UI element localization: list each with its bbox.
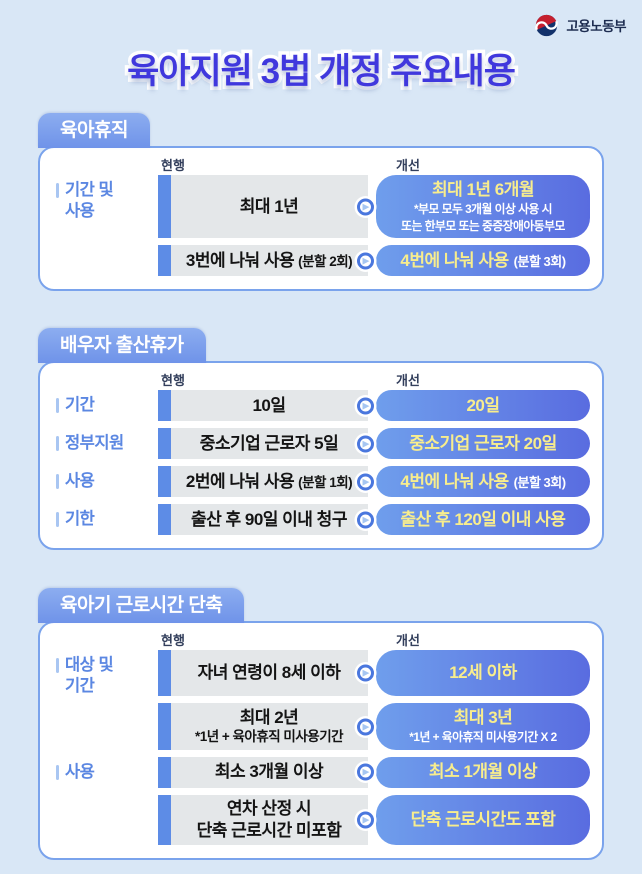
table-row: 기한 출산 후 90일 이내 청구 ▶ 출산 후 120일 이내 사용 [54,504,590,536]
ministry-name: 고용노동부 [566,19,626,34]
comparison-card: 현행 개선 기간 10일 ▶ 20일 정부지원 중소기업 근로자 5일 [38,361,604,551]
improved-value: 4번에 나눠 사용 (분할 3회) [376,466,590,498]
label-bullet [56,764,59,780]
row-label: 기간 및 사용 [65,181,114,220]
table-row: 사용 2번에 나눠 사용 (분할 1회) ▶ 4번에 나눠 사용 (분할 3회) [54,466,590,498]
current-value: 최대 2년 *1년 + 육아휴직 미사용기간 [158,703,368,750]
row-label: 기한 [65,510,95,529]
government-header: 고용노동부 [0,0,642,38]
play-arrow-icon: ▶ [357,397,374,415]
section-reduced-working-hours: 육아기 근로시간 단축 현행 개선 대상 및 기간 자녀 연령이 8세 이하 ▶… [38,588,604,861]
table-row: 3번에 나눠 사용 (분할 2회) ▶ 4번에 나눠 사용 (분할 3회) [54,245,590,277]
improved-value: 최소 1개월 이상 [376,756,590,788]
row-label: 대상 및 기간 [65,656,114,695]
current-value: 출산 후 90일 이내 청구 [158,504,368,536]
row-label: 사용 [65,762,95,781]
table-row: 정부지원 중소기업 근로자 5일 ▶ 중소기업 근로자 20일 [54,428,590,460]
play-arrow-icon: ▶ [357,252,374,270]
current-value: 최소 3개월 이상 [158,756,368,788]
current-column-header: 현행 [161,373,185,389]
section-spouse-maternity-leave: 배우자 출산휴가 현행 개선 기간 10일 ▶ 20일 정부지원 [38,328,604,551]
improved-value: 중소기업 근로자 20일 [376,428,590,460]
play-arrow-icon: ▶ [357,718,374,736]
improved-value: 4번에 나눠 사용 (분할 3회) [376,245,590,277]
current-column-header: 현행 [161,633,185,649]
label-bullet [56,183,59,198]
play-arrow-icon: ▶ [357,435,374,453]
improved-value: 최대 1년 6개월 *부모 모두 3개월 이상 사용 시 또는 한부모 또는 중… [376,175,590,239]
play-arrow-icon: ▶ [357,811,374,829]
label-bullet [56,512,59,528]
section-parental-leave: 육아휴직 현행 개선 기간 및 사용 최대 1년 ▶ 최대 1년 6개월 *부모… [38,113,604,292]
current-value: 중소기업 근로자 5일 [158,428,368,460]
page-title: 육아지원 3법 개정 주요내용 [124,49,520,95]
current-value: 최대 1년 [158,175,368,239]
comparison-card: 현행 개선 대상 및 기간 자녀 연령이 8세 이하 ▶ 12세 이하 [38,621,604,861]
section-tab-spouse-maternity-leave: 배우자 출산휴가 [38,328,206,364]
improved-value: 20일 [376,390,590,422]
comparison-card: 현행 개선 기간 및 사용 최대 1년 ▶ 최대 1년 6개월 *부모 모두 3… [38,146,604,292]
column-headers: 현행 개선 [54,369,590,390]
section-tab-parental-leave: 육아휴직 [38,113,150,148]
table-row: 연차 산정 시 단축 근로시간 미포함 ▶ 단축 근로시간도 포함 [54,794,590,846]
row-label: 사용 [65,472,95,491]
current-value: 연차 산정 시 단축 근로시간 미포함 [158,794,368,846]
label-bullet [56,398,59,414]
table-row: 대상 및 기간 자녀 연령이 8세 이하 ▶ 12세 이하 [54,650,590,697]
table-row: 기간 및 사용 최대 1년 ▶ 최대 1년 6개월 *부모 모두 3개월 이상 … [54,175,590,239]
play-arrow-icon: ▶ [357,763,374,781]
play-arrow-icon: ▶ [357,664,374,682]
section-tab-reduced-working-hours: 육아기 근로시간 단축 [38,588,245,624]
current-value: 2번에 나눠 사용 (분할 1회) [158,466,368,498]
play-arrow-icon: ▶ [357,198,374,216]
label-bullet [56,436,59,452]
column-headers: 현행 개선 [54,629,590,650]
current-column-header: 현행 [161,158,185,173]
current-value: 3번에 나눠 사용 (분할 2회) [158,245,368,277]
label-bullet [56,658,59,674]
current-value: 10일 [158,390,368,422]
row-label: 정부지원 [65,434,124,453]
improved-value: 출산 후 120일 이내 사용 [376,504,590,536]
improved-value: 최대 3년 *1년 + 육아휴직 미사용기간 X 2 [376,703,590,750]
taegeuk-government-emblem-icon [535,14,559,36]
current-value: 자녀 연령이 8세 이하 [158,650,368,697]
improved-column-header: 개선 [396,373,420,389]
improved-value: 단축 근로시간도 포함 [376,794,590,846]
table-row: 기간 10일 ▶ 20일 [54,390,590,422]
row-label: 기간 [65,396,95,415]
improved-column-header: 개선 [396,633,420,649]
table-row: 사용 최소 3개월 이상 ▶ 최소 1개월 이상 [54,756,590,788]
improved-value: 12세 이하 [376,650,590,697]
play-arrow-icon: ▶ [357,473,374,491]
play-arrow-icon: ▶ [357,511,374,529]
table-row: 최대 2년 *1년 + 육아휴직 미사용기간 ▶ 최대 3년 *1년 + 육아휴… [54,703,590,750]
label-bullet [56,474,59,490]
improved-column-header: 개선 [396,158,420,173]
column-headers: 현행 개선 [54,154,590,175]
